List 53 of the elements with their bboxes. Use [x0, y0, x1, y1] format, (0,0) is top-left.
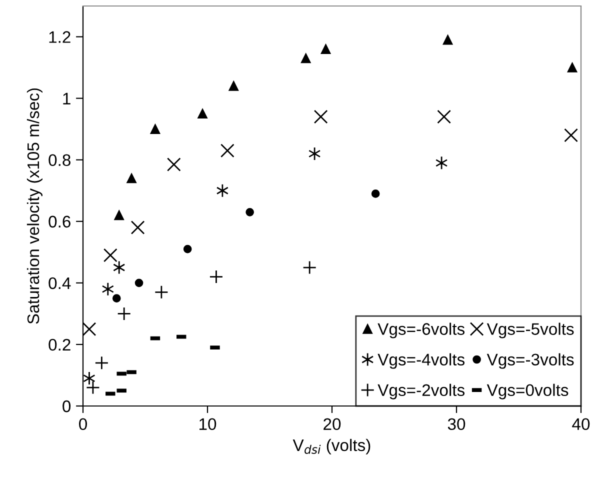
point: [435, 156, 448, 170]
point: [166, 158, 181, 172]
y-tick-label: 0.8: [48, 154, 70, 166]
x-tick-label: 40: [572, 418, 590, 430]
legend-label: Vgs=-2volts: [378, 384, 465, 400]
point: [150, 124, 160, 134]
point: [308, 146, 321, 161]
point: [567, 62, 578, 72]
point: [216, 184, 229, 198]
legend-label: Vgs=-6volts: [378, 322, 465, 338]
point: [114, 210, 124, 220]
point: [103, 248, 118, 262]
point: [314, 110, 328, 124]
legend-label: Vgs=0volts: [486, 384, 568, 400]
point: [442, 34, 453, 45]
y-tick-label: 0.4: [48, 277, 71, 290]
x-tick-label: 30: [448, 418, 466, 430]
y-tick-label: 1.2: [49, 31, 70, 43]
point: [102, 282, 114, 296]
point: [112, 294, 121, 302]
point: [112, 260, 126, 274]
y-tick-label: 0.6: [48, 216, 70, 228]
point: [302, 260, 317, 274]
point: [371, 190, 380, 198]
x-tick-label: 10: [200, 418, 216, 430]
x-axis-title: V$_{dsi}$ (volts): [292, 438, 370, 454]
point: [126, 173, 136, 184]
point: [220, 144, 234, 158]
point: [83, 371, 96, 386]
point: [198, 108, 208, 119]
legend-label: Vgs=-3volts: [486, 353, 574, 369]
point: [130, 220, 145, 234]
y-tick-label: 1: [63, 92, 70, 104]
point: [320, 44, 331, 54]
point: [564, 128, 578, 142]
point: [86, 380, 100, 394]
legend-label: Vgs=-4volts: [378, 353, 465, 369]
x-tick-label: 20: [324, 418, 341, 430]
point: [228, 81, 239, 91]
y-tick-label: 0: [62, 400, 71, 412]
y-tick-label: 0.2: [48, 338, 70, 351]
point: [300, 53, 311, 64]
point: [437, 110, 451, 124]
point: [246, 208, 254, 216]
point: [154, 285, 168, 300]
x-tick-label: 0: [79, 418, 87, 430]
legend-label: Vgs=-5volts: [486, 322, 574, 338]
point: [183, 244, 192, 254]
point: [134, 278, 144, 288]
point: [83, 322, 96, 336]
y-axis-title: Saturation velocity (x105 m/sec): [26, 88, 42, 324]
point: [117, 306, 132, 321]
point: [94, 356, 109, 370]
